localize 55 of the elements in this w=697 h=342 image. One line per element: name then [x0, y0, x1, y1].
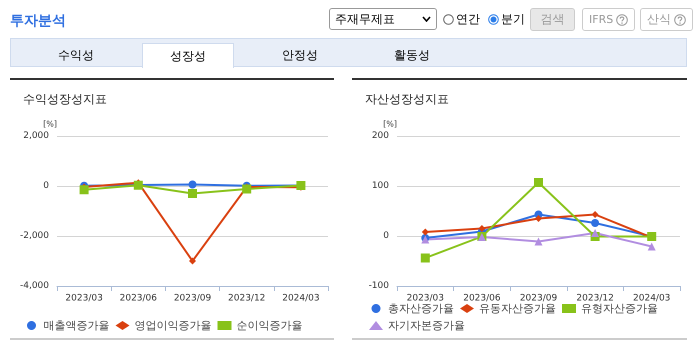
- text: 연간: [456, 11, 480, 28]
- point: [648, 242, 656, 250]
- legend-label: 순이익증가율: [236, 319, 302, 332]
- legend-label: 총자산증가율: [388, 302, 454, 315]
- x-tick-label: 2023/09: [174, 294, 212, 304]
- y-tick-label: 100: [372, 181, 390, 191]
- point: [535, 215, 542, 222]
- x-tick-label: 2023/06: [463, 294, 501, 304]
- text: 주재무제표: [335, 10, 395, 28]
- text: 성장성: [142, 43, 234, 68]
- point: [242, 184, 252, 194]
- text: 안정성: [281, 46, 319, 64]
- text: IFRS: [589, 13, 614, 26]
- point: [591, 229, 600, 237]
- y-tick-label: -4,000: [20, 281, 50, 291]
- point: [478, 225, 486, 232]
- x-tick-label: 2023/12: [576, 294, 614, 304]
- y-tick-label: -2,000: [20, 231, 50, 241]
- legend-label: 매출액증가율: [44, 319, 110, 332]
- text: 수익성: [57, 46, 95, 64]
- x-tick-label: 2023/03: [65, 294, 103, 304]
- y-axis-title: [%]: [383, 120, 397, 128]
- point: [534, 238, 542, 246]
- legend-label: 영업이익증가율: [134, 319, 212, 332]
- x-tick-label: 2023/09: [520, 294, 558, 304]
- x-tick-label: 2023/03: [406, 294, 444, 304]
- legend-label: 유형자산증가율: [581, 302, 658, 315]
- point: [188, 189, 197, 198]
- text: 분기: [501, 11, 525, 28]
- text: 활동성: [393, 46, 431, 64]
- x-tick-label: 2023/06: [120, 294, 158, 304]
- point: [534, 178, 543, 187]
- point: [420, 254, 430, 262]
- x-tick-label: 2024/03: [282, 294, 320, 304]
- text: 투자분석: [10, 12, 66, 30]
- y-tick-label: 0: [43, 181, 50, 191]
- point: [80, 185, 89, 194]
- y-tick-label: -100: [368, 281, 390, 291]
- y-tick-label: 200: [372, 131, 390, 141]
- x-tick-label: 2023/12: [228, 294, 266, 304]
- text: 산식: [647, 11, 671, 28]
- y-axis-title: [%]: [43, 120, 57, 128]
- y-tick-label: 2,000: [23, 131, 50, 141]
- point: [592, 211, 599, 218]
- legend-label: 자기자본증가율: [388, 319, 465, 332]
- chart-title: 수익성장성지표: [23, 92, 107, 106]
- point: [189, 258, 196, 264]
- x-tick-label: 2024/03: [633, 294, 670, 304]
- text: 검색: [530, 8, 575, 31]
- point: [591, 219, 600, 227]
- point: [422, 228, 429, 236]
- point: [188, 180, 196, 188]
- legend-label: 유동자산증가율: [479, 302, 556, 315]
- chart-title: 자산성장성지표: [365, 92, 449, 106]
- y-tick-label: 0: [383, 231, 390, 241]
